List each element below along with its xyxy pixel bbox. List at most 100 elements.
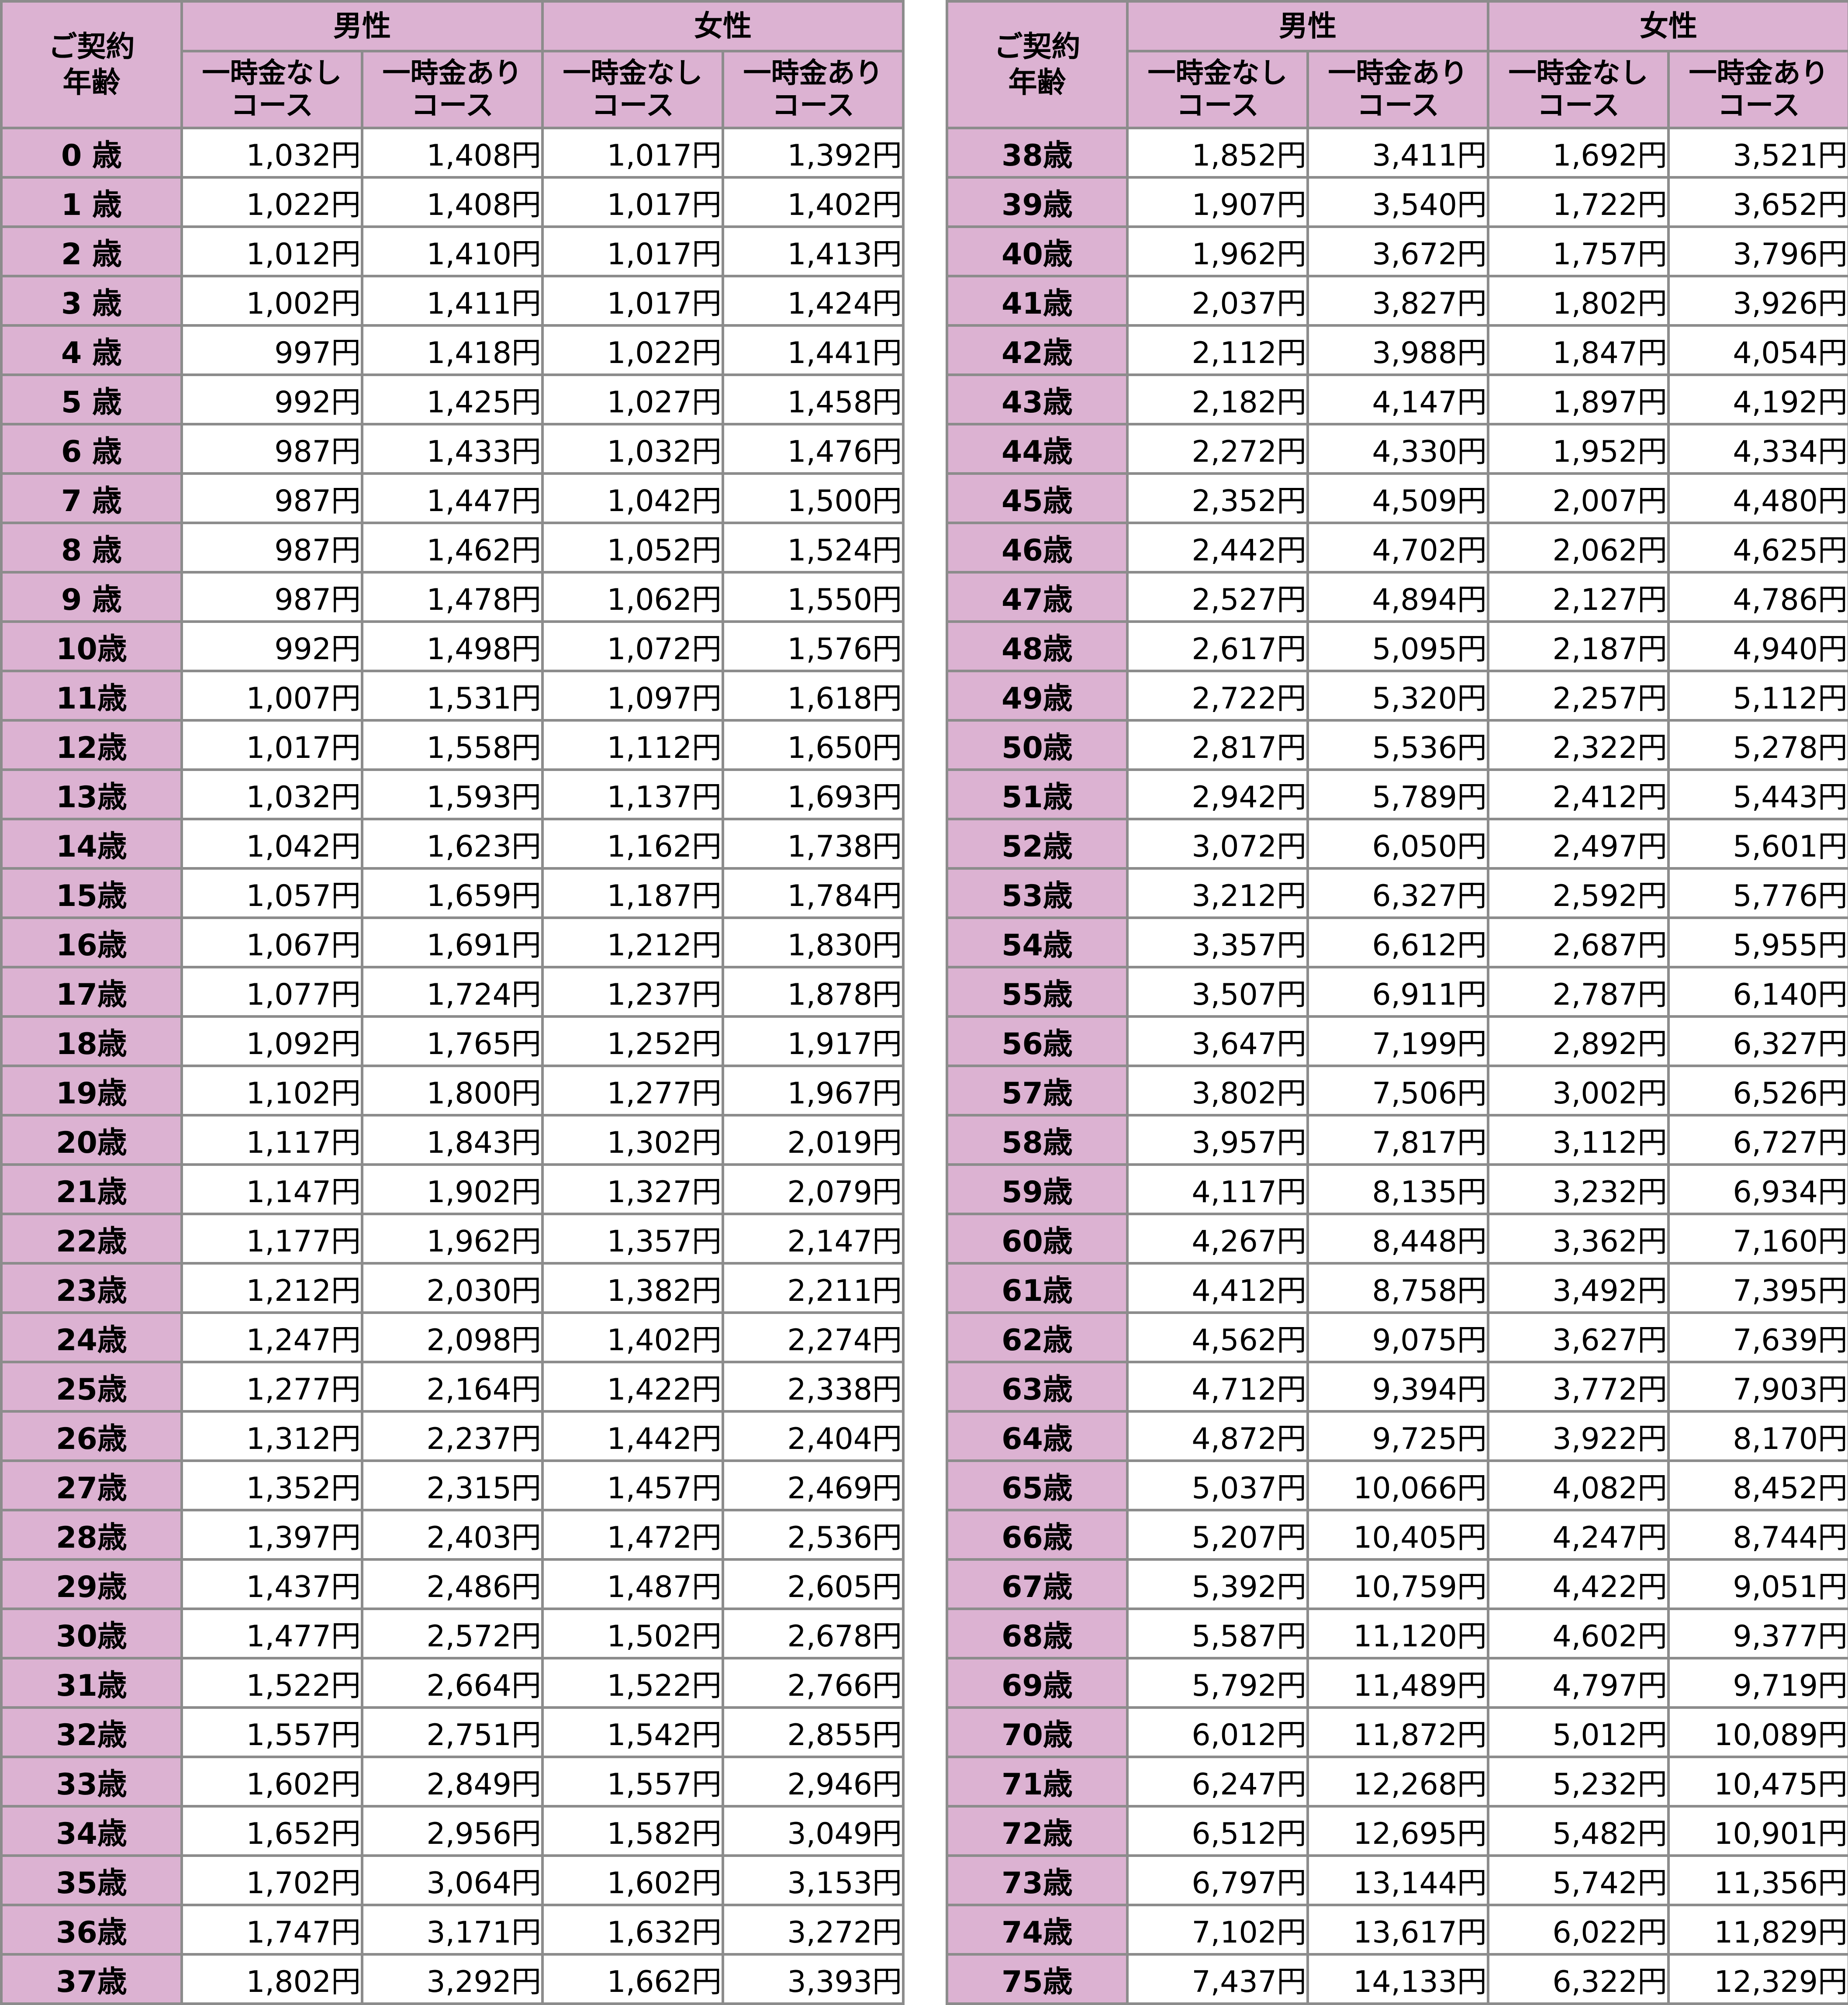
age-cell: 56歳 — [946, 1015, 1129, 1067]
female-with-cell: 3,652円 — [1667, 176, 1848, 228]
age-cell: 60歳 — [946, 1213, 1129, 1265]
female-with-cell: 11,829円 — [1667, 1904, 1848, 1956]
female-without-cell: 2,497円 — [1487, 818, 1670, 870]
male-with-cell: 9,075円 — [1306, 1311, 1489, 1363]
male-without-cell: 3,357円 — [1126, 916, 1309, 968]
male-with-cell: 12,268円 — [1306, 1756, 1489, 1808]
age-cell: 1 歳 — [0, 176, 183, 228]
male-without-cell: 6,797円 — [1126, 1854, 1309, 1906]
male-without-cell: 1,002円 — [180, 275, 363, 327]
age-cell: 70歳 — [946, 1706, 1129, 1758]
female-with-cell: 2,211円 — [722, 1262, 905, 1314]
course-label: 一時金あり — [1328, 57, 1468, 90]
male-with-cell: 2,403円 — [361, 1509, 544, 1561]
male-without-cell: 987円 — [180, 571, 363, 623]
male-with-course-header: 一時金あり コース — [361, 50, 544, 129]
male-with-cell: 5,095円 — [1306, 620, 1489, 672]
male-with-cell: 7,817円 — [1306, 1114, 1489, 1166]
age-cell: 67歳 — [946, 1558, 1129, 1610]
table-row: 24歳 1,247円 2,098円 1,402円 2,274円 — [0, 1311, 905, 1363]
table-row: 46歳 2,442円 4,702円 2,062円 4,625円 — [946, 522, 1848, 574]
age-cell: 52歳 — [946, 818, 1129, 870]
male-without-cell: 1,602円 — [180, 1756, 363, 1808]
age-cell: 44歳 — [946, 423, 1129, 475]
male-with-cell: 3,827円 — [1306, 275, 1489, 327]
male-without-cell: 1,067円 — [180, 916, 363, 968]
female-without-cell: 1,402円 — [541, 1311, 724, 1363]
female-with-cell: 12,329円 — [1667, 1953, 1848, 2005]
age-cell: 38歳 — [946, 127, 1129, 179]
age-header: ご契約 年齢 — [946, 0, 1129, 129]
female-with-cell: 3,926円 — [1667, 275, 1848, 327]
male-with-cell: 1,408円 — [361, 127, 544, 179]
age-cell: 2 歳 — [0, 225, 183, 277]
age-cell: 48歳 — [946, 620, 1129, 672]
female-with-cell: 5,112円 — [1667, 670, 1848, 722]
age-cell: 58歳 — [946, 1114, 1129, 1166]
female-with-cell: 6,727円 — [1667, 1114, 1848, 1166]
female-with-cell: 7,903円 — [1667, 1361, 1848, 1413]
table-row: 13歳 1,032円 1,593円 1,137円 1,693円 — [0, 768, 905, 820]
table-row: 72歳 6,512円 12,695円 5,482円 10,901円 — [946, 1805, 1848, 1857]
age-cell: 16歳 — [0, 916, 183, 968]
female-without-cell: 1,632円 — [541, 1904, 724, 1956]
table-row: 47歳 2,527円 4,894円 2,127円 4,786円 — [946, 571, 1848, 623]
male-with-cell: 1,418円 — [361, 324, 544, 376]
male-with-cell: 5,789円 — [1306, 768, 1489, 820]
male-without-cell: 5,792円 — [1126, 1657, 1309, 1709]
male-with-cell: 1,498円 — [361, 620, 544, 672]
female-without-cell: 2,257円 — [1487, 670, 1670, 722]
age-cell: 54歳 — [946, 916, 1129, 968]
female-without-cell: 4,422円 — [1487, 1558, 1670, 1610]
age-cell: 39歳 — [946, 176, 1129, 228]
male-without-cell: 1,477円 — [180, 1607, 363, 1659]
table-row: 64歳 4,872円 9,725円 3,922円 8,170円 — [946, 1410, 1848, 1462]
table-row: 3 歳 1,002円 1,411円 1,017円 1,424円 — [0, 275, 905, 327]
age-cell: 18歳 — [0, 1015, 183, 1067]
male-with-cell: 4,509円 — [1306, 472, 1489, 524]
age-cell: 63歳 — [946, 1361, 1129, 1413]
male-with-cell: 1,724円 — [361, 966, 544, 1018]
male-with-cell: 4,894円 — [1306, 571, 1489, 623]
female-with-cell: 4,334円 — [1667, 423, 1848, 475]
table-row: 33歳 1,602円 2,849円 1,557円 2,946円 — [0, 1756, 905, 1808]
female-with-cell: 2,678円 — [722, 1607, 905, 1659]
male-without-cell: 7,437円 — [1126, 1953, 1309, 2005]
male-without-cell: 6,012円 — [1126, 1706, 1309, 1758]
age-cell: 69歳 — [946, 1657, 1129, 1709]
course-label: コース — [1357, 90, 1439, 122]
male-without-cell: 1,212円 — [180, 1262, 363, 1314]
table-row: 51歳 2,942円 5,789円 2,412円 5,443円 — [946, 768, 1848, 820]
male-without-cell: 992円 — [180, 373, 363, 425]
male-with-cell: 13,144円 — [1306, 1854, 1489, 1906]
female-with-cell: 1,738円 — [722, 818, 905, 870]
table-row: 19歳 1,102円 1,800円 1,277円 1,967円 — [0, 1065, 905, 1117]
table-row: 35歳 1,702円 3,064円 1,602円 3,153円 — [0, 1854, 905, 1906]
female-without-cell: 1,662円 — [541, 1953, 724, 2005]
table-row: 7 歳 987円 1,447円 1,042円 1,500円 — [0, 472, 905, 524]
male-without-cell: 1,012円 — [180, 225, 363, 277]
female-without-cell: 2,127円 — [1487, 571, 1670, 623]
table-row: 62歳 4,562円 9,075円 3,627円 7,639円 — [946, 1311, 1848, 1363]
female-with-cell: 5,776円 — [1667, 867, 1848, 919]
female-with-cell: 2,274円 — [722, 1311, 905, 1363]
female-with-cell: 5,601円 — [1667, 818, 1848, 870]
table-row: 75歳 7,437円 14,133円 6,322円 12,329円 — [946, 1953, 1848, 2005]
female-with-cell: 2,605円 — [722, 1558, 905, 1610]
table-row: 52歳 3,072円 6,050円 2,497円 5,601円 — [946, 818, 1848, 870]
male-with-cell: 1,800円 — [361, 1065, 544, 1117]
female-with-cell: 8,170円 — [1667, 1410, 1848, 1462]
female-with-cell: 1,441円 — [722, 324, 905, 376]
female-without-cell: 1,017円 — [541, 127, 724, 179]
female-without-cell: 6,022円 — [1487, 1904, 1670, 1956]
male-with-cell: 2,030円 — [361, 1262, 544, 1314]
age-cell: 65歳 — [946, 1459, 1129, 1511]
female-with-cell: 2,946円 — [722, 1756, 905, 1808]
table-row: 11歳 1,007円 1,531円 1,097円 1,618円 — [0, 670, 905, 722]
table-row: 16歳 1,067円 1,691円 1,212円 1,830円 — [0, 916, 905, 968]
female-without-cell: 2,322円 — [1487, 719, 1670, 771]
table-row: 31歳 1,522円 2,664円 1,522円 2,766円 — [0, 1657, 905, 1709]
female-with-cell: 7,160円 — [1667, 1213, 1848, 1265]
male-without-cell: 2,037円 — [1126, 275, 1309, 327]
course-label: 一時金あり — [1689, 57, 1829, 90]
